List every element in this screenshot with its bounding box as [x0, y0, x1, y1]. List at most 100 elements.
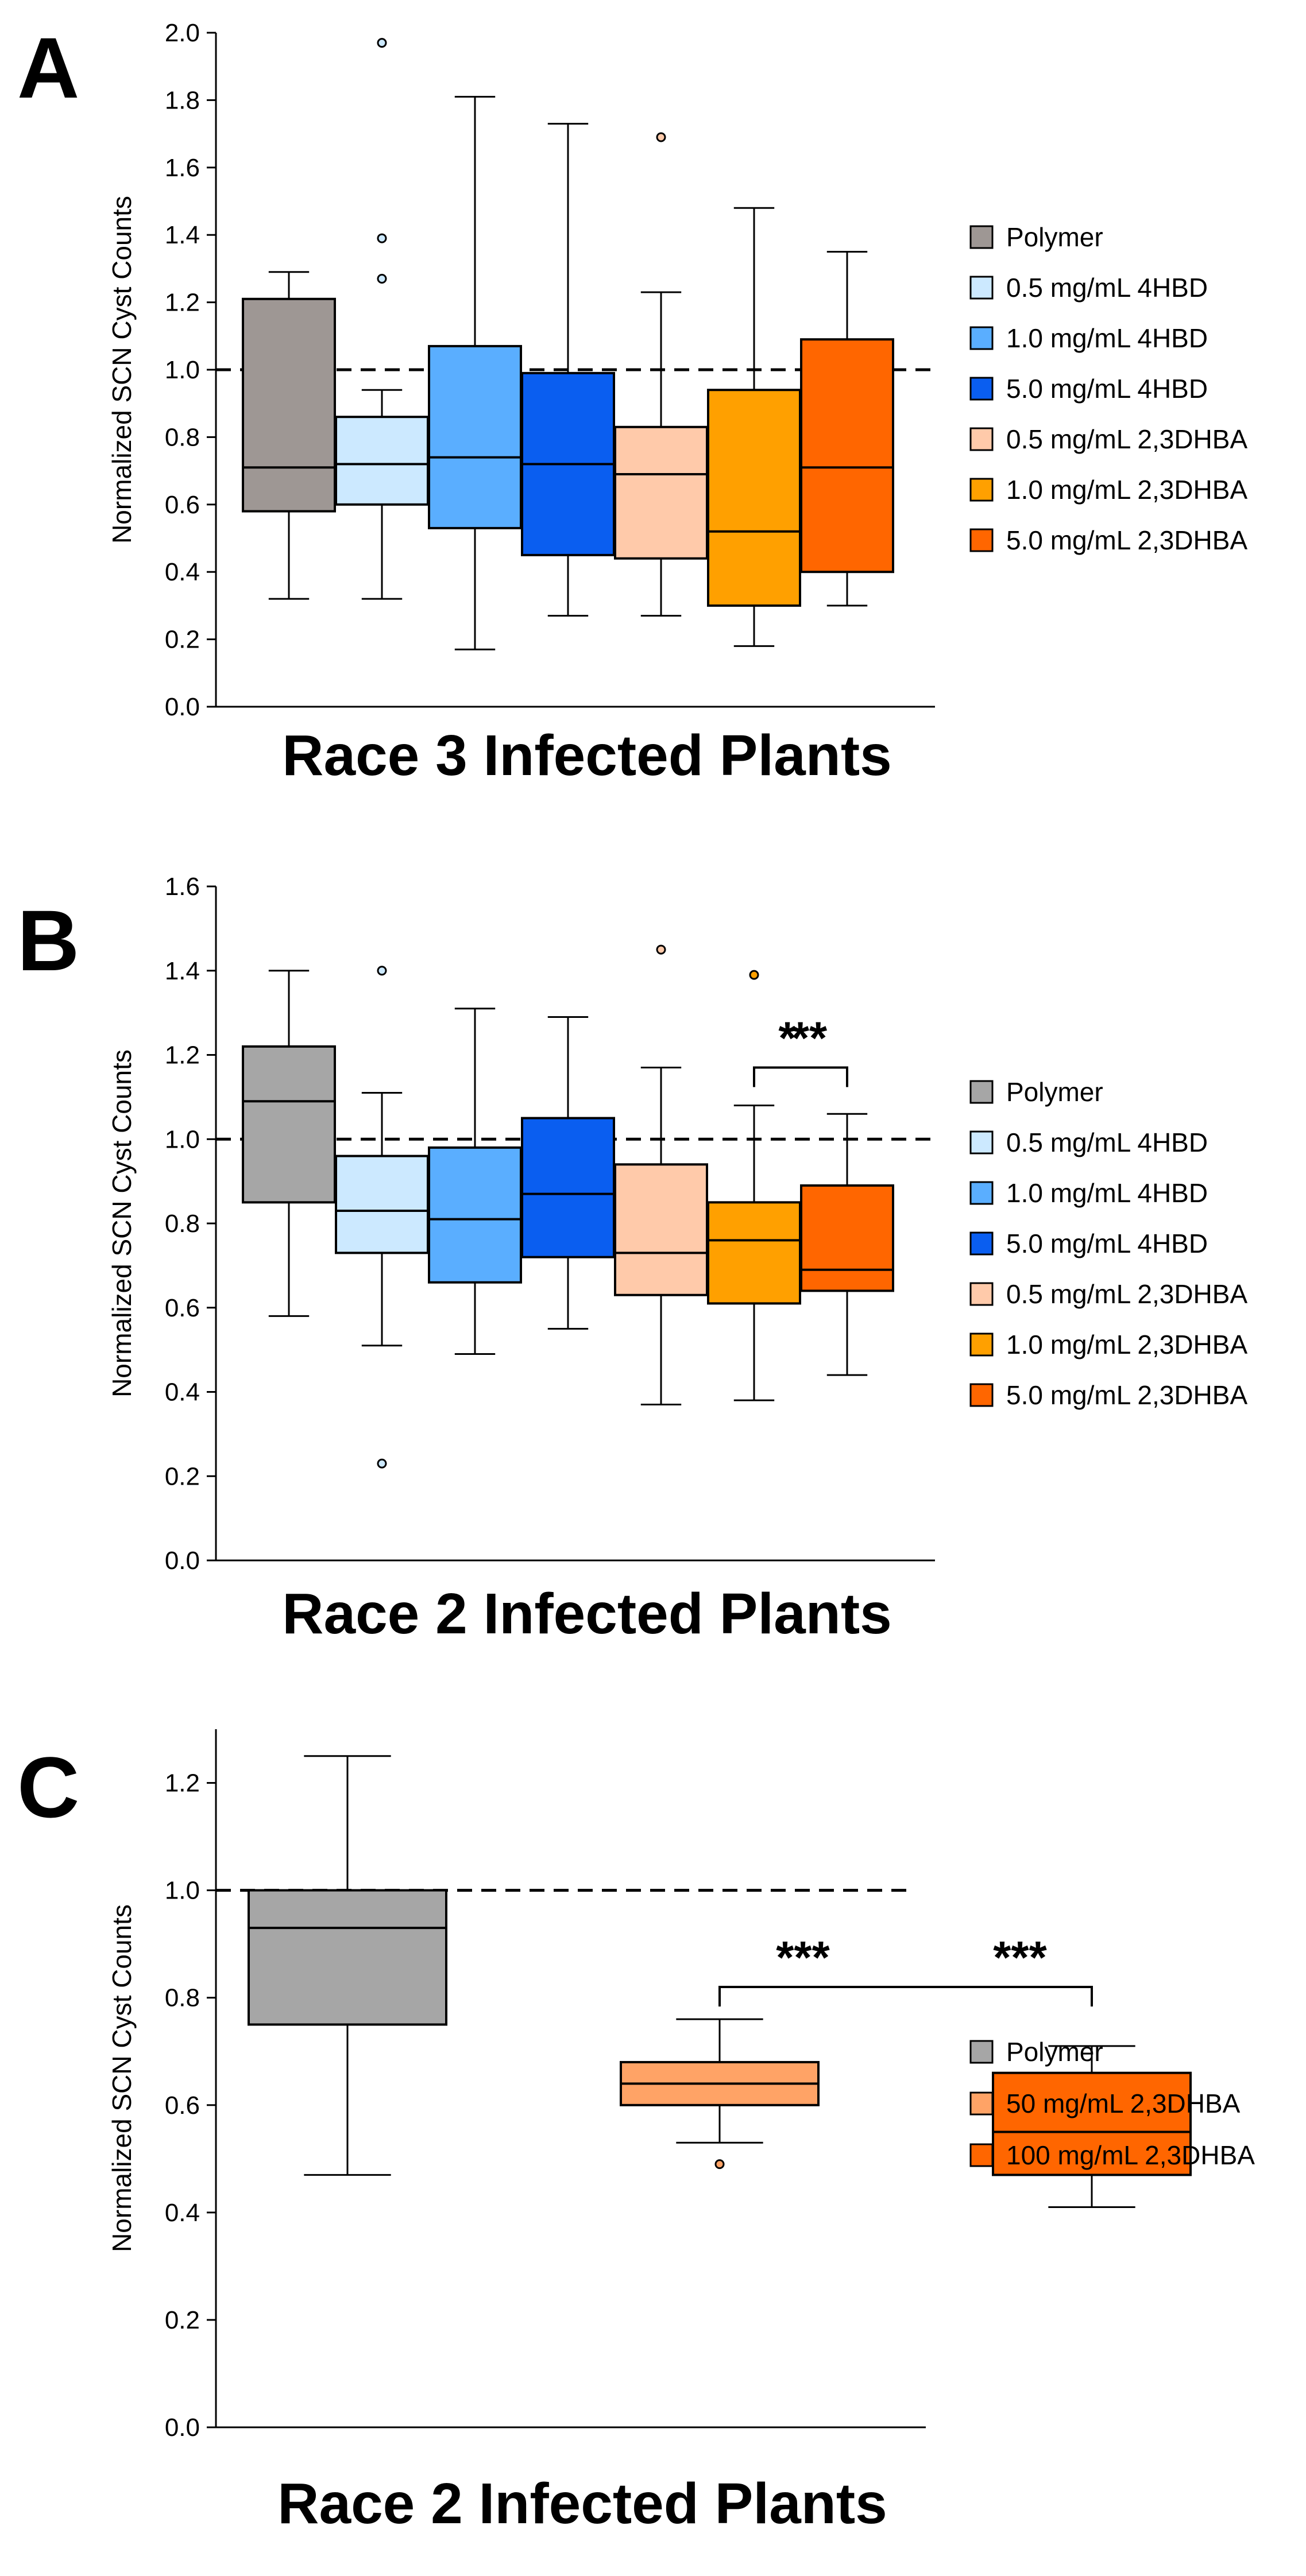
- y-tick-label: 0.8: [165, 1984, 200, 2012]
- iqr-box: [521, 1117, 615, 1258]
- legend-item: Polymer: [969, 2037, 1103, 2067]
- panel-title: Race 2 Infected Plants: [282, 1582, 892, 1646]
- iqr-box: [335, 416, 429, 506]
- legend-item: 0.5 mg/mL 4HBD: [969, 1128, 1208, 1157]
- legend-label: 1.0 mg/mL 4HBD: [1006, 1178, 1208, 1208]
- legend-item: Polymer: [969, 222, 1103, 252]
- box-2: [620, 2018, 820, 2170]
- legend-item: 50 mg/mL 2,3DHBA: [969, 2089, 1241, 2118]
- legend-swatch: [969, 326, 994, 350]
- box-4: [521, 1016, 615, 1330]
- panel-label: B: [17, 892, 79, 989]
- y-tick-label: 2.0: [165, 19, 200, 47]
- y-tick-label: 0.8: [165, 423, 200, 451]
- significance-label: ***: [993, 1932, 1047, 1983]
- legend-label: 5.0 mg/mL 4HBD: [1006, 374, 1208, 404]
- legend-label: 5.0 mg/mL 4HBD: [1006, 1229, 1208, 1258]
- legend-swatch: [969, 2091, 994, 2116]
- legend-item: 5.0 mg/mL 2,3DHBA: [969, 1380, 1247, 1410]
- legend-label: 0.5 mg/mL 4HBD: [1006, 273, 1208, 303]
- significance-bracket: [753, 1066, 848, 1087]
- legend-item: 1.0 mg/mL 4HBD: [969, 323, 1208, 353]
- legend-item: 5.0 mg/mL 4HBD: [969, 374, 1208, 404]
- legend: Polymer 50 mg/mL 2,3DHBA 100 mg/mL 2,3DHBA: [969, 2037, 1255, 2170]
- legend-label: 50 mg/mL 2,3DHBA: [1006, 2089, 1241, 2118]
- outlier-point: [377, 1458, 387, 1469]
- panel-title: Race 3 Infected Plants: [282, 723, 892, 788]
- legend-item: 1.0 mg/mL 4HBD: [969, 1178, 1208, 1208]
- legend-item: 0.5 mg/mL 2,3DHBA: [969, 1279, 1247, 1309]
- legend-item: 0.5 mg/mL 4HBD: [969, 273, 1208, 303]
- y-tick-label: 0.4: [165, 558, 200, 586]
- legend-label: 1.0 mg/mL 2,3DHBA: [1006, 1330, 1247, 1359]
- panel-label: C: [17, 1739, 79, 1835]
- legend-item: 1.0 mg/mL 2,3DHBA: [969, 1330, 1247, 1359]
- box-7: [800, 1113, 894, 1376]
- legend-label: Polymer: [1006, 1077, 1103, 1107]
- legend-swatch: [969, 1282, 994, 1306]
- y-tick-label: 1.6: [165, 873, 200, 901]
- y-tick-label: 1.2: [165, 1041, 200, 1070]
- y-tick-label: 0.6: [165, 1294, 200, 1322]
- iqr-box: [242, 1045, 336, 1204]
- y-tick-label: 0.4: [165, 2199, 200, 2227]
- legend-item: 0.5 mg/mL 2,3DHBA: [969, 424, 1247, 454]
- iqr-box: [800, 338, 894, 574]
- legend-label: 0.5 mg/mL 2,3DHBA: [1006, 424, 1247, 454]
- significance-label: **: [791, 1013, 828, 1064]
- y-tick-label: 0.6: [165, 491, 200, 519]
- y-tick-label: 1.0: [165, 356, 200, 384]
- legend-swatch: [969, 1383, 994, 1407]
- legend-swatch: [969, 478, 994, 502]
- panel-a: 0.0 0.2 0.4 0.6 0.8 1.0 1.2 1.4 1.6 1.8 2.0 Normali…: [17, 19, 1247, 788]
- y-axis-label: Normalized SCN Cyst Counts: [107, 1049, 137, 1397]
- iqr-box: [335, 1155, 429, 1254]
- y-tick-label: 0.0: [165, 1547, 200, 1575]
- box-3: [428, 1008, 522, 1355]
- y-tick-label: 1.4: [165, 221, 200, 249]
- legend-swatch: [969, 1332, 994, 1357]
- y-tick-label: 1.0: [165, 1125, 200, 1153]
- legend-label: Polymer: [1006, 2037, 1103, 2067]
- legend-label: 1.0 mg/mL 4HBD: [1006, 323, 1208, 353]
- iqr-box: [800, 1184, 894, 1292]
- legend-label: 5.0 mg/mL 2,3DHBA: [1006, 1380, 1247, 1410]
- box-5: [614, 944, 708, 1406]
- iqr-box: [242, 297, 336, 513]
- panel-c: 0.0 0.2 0.4 0.6 0.8 1.0 1.2 Normalized SCN Cyst…: [17, 1729, 1255, 2536]
- legend-swatch: [969, 276, 994, 300]
- outlier-point: [749, 970, 759, 980]
- outlier-point: [377, 233, 387, 243]
- legend: Polymer 0.5 mg/mL 4HBD 1.0 mg/mL 4HBD 5.0 m…: [969, 1077, 1247, 1410]
- outlier-point: [656, 944, 666, 955]
- outlier-point: [377, 966, 387, 976]
- y-tick-label: 0.8: [165, 1210, 200, 1238]
- box-6: [707, 970, 801, 1401]
- y-tick-label: 0.2: [165, 2306, 200, 2334]
- box-1: [242, 970, 336, 1317]
- box-7: [800, 251, 894, 607]
- significance-label: *: [778, 1013, 797, 1064]
- legend-label: 0.5 mg/mL 2,3DHBA: [1006, 1279, 1247, 1309]
- legend-item: 5.0 mg/mL 4HBD: [969, 1229, 1208, 1258]
- box-3: [428, 96, 522, 650]
- y-tick-label: 0.4: [165, 1378, 200, 1407]
- iqr-box: [428, 344, 522, 529]
- y-tick-label: 1.0: [165, 1877, 200, 1905]
- legend-item: 100 mg/mL 2,3DHBA: [969, 2140, 1255, 2170]
- iqr-box: [707, 389, 801, 607]
- iqr-box: [614, 425, 708, 560]
- legend-label: 5.0 mg/mL 2,3DHBA: [1006, 525, 1247, 555]
- legend-label: 1.0 mg/mL 2,3DHBA: [1006, 475, 1247, 505]
- box-1: [242, 271, 336, 600]
- outlier-point: [656, 132, 666, 142]
- legend-label: 0.5 mg/mL 4HBD: [1006, 1128, 1208, 1157]
- legend-swatch: [969, 1130, 994, 1155]
- legend: Polymer 0.5 mg/mL 4HBD 1.0 mg/mL 4HBD 5.0 m…: [969, 222, 1247, 555]
- outlier-point: [714, 2159, 725, 2170]
- legend-label: Polymer: [1006, 222, 1103, 252]
- y-axis-label: Normalized SCN Cyst Counts: [107, 196, 137, 544]
- panel-b: 0.0 0.2 0.4 0.6 0.8 1.0 1.2 1.4 1.6 Normalized SC…: [17, 873, 1247, 1646]
